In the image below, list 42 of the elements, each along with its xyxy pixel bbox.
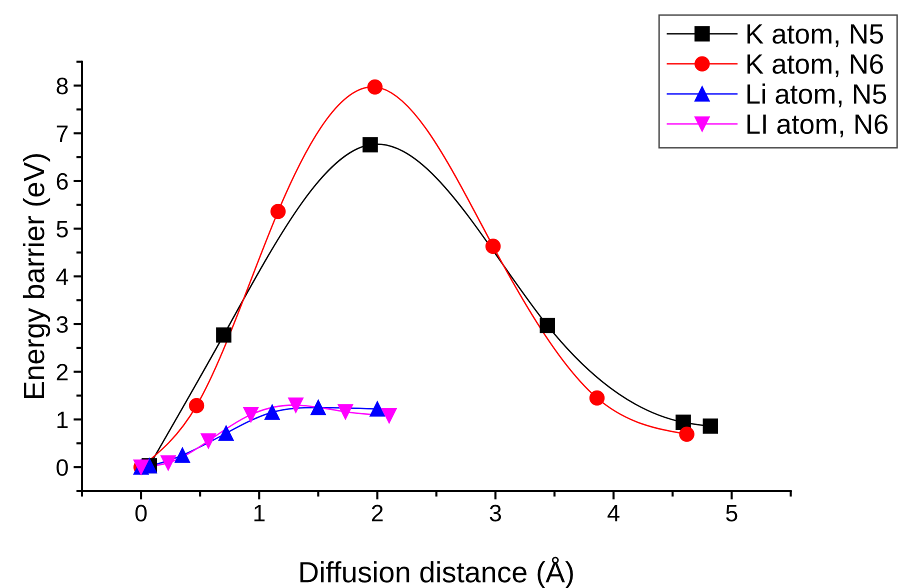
legend-label: Li atom, N5 — [747, 84, 886, 108]
point — [218, 426, 234, 441]
point — [216, 327, 232, 343]
legend-label: LI atom, N6 — [747, 114, 888, 138]
x-tick-label: 4 — [608, 505, 620, 522]
point — [188, 398, 204, 414]
y-tick-label: 0 — [56, 459, 68, 476]
y-tick-label: 4 — [56, 268, 68, 285]
point — [200, 433, 216, 449]
y-tick-label: 3 — [56, 316, 68, 333]
point — [485, 238, 501, 254]
y-axis-title: Energy barrier (eV) — [22, 154, 50, 398]
point — [589, 390, 605, 406]
x-tick-label: 0 — [135, 504, 147, 522]
point — [338, 404, 354, 420]
point — [288, 397, 304, 413]
y-tick-label: 6 — [56, 173, 68, 190]
point — [370, 401, 385, 417]
point — [270, 204, 286, 220]
point — [310, 400, 326, 416]
point — [160, 455, 176, 470]
y-tick-label: 8 — [56, 78, 68, 94]
y-tick-label: 2 — [56, 364, 68, 380]
x-tick-label: 2 — [372, 504, 383, 522]
x-tick-label: 5 — [726, 505, 738, 522]
x-tick-label: 3 — [490, 504, 501, 522]
point — [174, 448, 190, 463]
point — [381, 408, 397, 424]
legend-label: K atom, N5 — [747, 24, 883, 48]
y-tick-label: 1 — [57, 412, 68, 428]
point — [367, 79, 383, 95]
point — [679, 426, 694, 442]
x-tick-label: 1 — [254, 505, 265, 522]
point — [362, 137, 378, 152]
legend-label: K atom, N6 — [747, 54, 883, 78]
point — [264, 404, 280, 420]
y-tick-label: 5 — [56, 220, 68, 238]
point — [540, 318, 556, 334]
x-axis-title: Diffusion distance (Å) — [300, 556, 573, 588]
point — [702, 418, 718, 434]
point — [243, 407, 259, 422]
y-tick-label: 7 — [56, 126, 68, 142]
